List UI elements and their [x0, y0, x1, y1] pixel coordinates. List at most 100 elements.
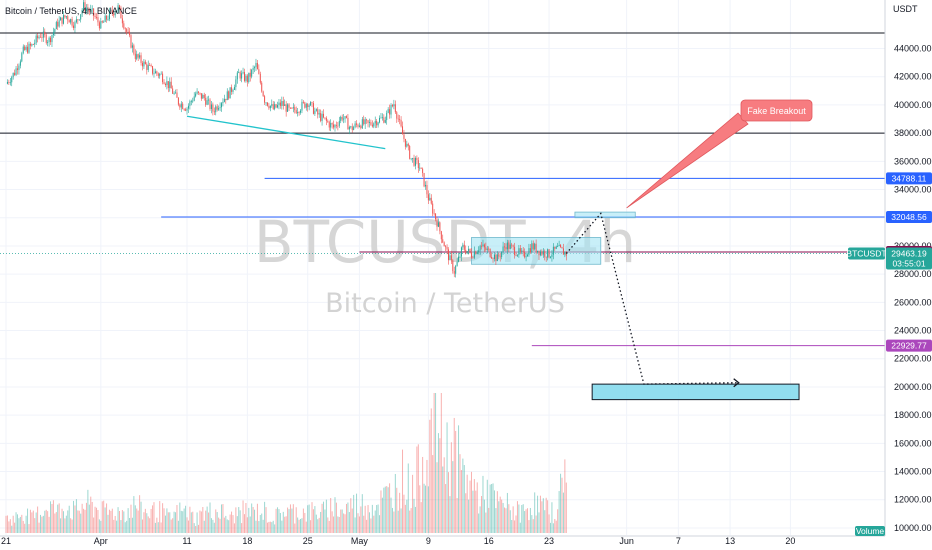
- candle-body: [314, 110, 316, 114]
- time-axis[interactable]: 21 Apr 11 18 25 May 9 16 23 Jun 7 13 20: [0, 535, 885, 546]
- candle-body: [137, 54, 139, 58]
- volume-bar: [219, 518, 221, 533]
- candle-body: [160, 73, 162, 75]
- volume-bar: [420, 502, 422, 533]
- candle-body: [143, 61, 145, 67]
- volume-bar: [189, 506, 191, 533]
- volume-bar: [177, 520, 179, 533]
- candle-body: [238, 72, 240, 74]
- volume-bar: [492, 483, 494, 533]
- candle-body: [259, 73, 261, 83]
- candle-body: [338, 120, 340, 126]
- volume-bar: [302, 508, 304, 533]
- candle-body: [193, 96, 195, 101]
- volume-bar: [358, 516, 360, 533]
- volume-bar: [399, 492, 401, 533]
- volume-bar: [209, 502, 211, 533]
- candle-body: [458, 256, 460, 262]
- volume-bar: [514, 520, 516, 533]
- candle-body: [416, 158, 418, 161]
- drawings[interactable]: Fake Breakout: [186, 99, 813, 388]
- volume-bar: [459, 454, 461, 533]
- candle-body: [439, 222, 441, 232]
- volume-bar: [223, 517, 225, 533]
- candle-body: [228, 91, 230, 99]
- price-axis[interactable]: USDT 10000.00 12000.00 14000.00 16000.00 180…: [884, 0, 932, 536]
- volume-bar: [315, 514, 317, 533]
- volume-bar: [413, 498, 415, 533]
- candle-body: [279, 102, 281, 106]
- candle-body: [213, 111, 215, 113]
- candle-body: [320, 113, 322, 121]
- volume-bar: [256, 503, 258, 533]
- candle-body: [47, 41, 49, 43]
- price-tick-label: 14000.00: [894, 467, 932, 477]
- candle-body: [350, 126, 352, 128]
- candle-body: [501, 251, 503, 257]
- volume-bar: [238, 507, 240, 533]
- candle-body: [307, 104, 309, 108]
- volume-bar: [468, 499, 470, 533]
- candle-body: [130, 35, 132, 48]
- candle-body: [133, 45, 135, 54]
- candle-body: [205, 97, 207, 105]
- candle-body: [275, 104, 277, 108]
- candle-body: [136, 54, 138, 59]
- candle-body: [446, 246, 448, 250]
- candle-body: [61, 17, 63, 24]
- volume-bar: [377, 504, 379, 533]
- volume-bar: [452, 461, 454, 533]
- candle-body: [187, 105, 189, 109]
- candle-body: [91, 8, 93, 10]
- candle-body: [481, 245, 483, 247]
- volume-bar: [231, 511, 233, 533]
- candle-body: [552, 246, 554, 255]
- candle-body: [488, 248, 490, 250]
- candle-body: [396, 112, 398, 119]
- volume-bar: [311, 502, 313, 533]
- candle-body: [560, 244, 562, 248]
- candle-body: [183, 108, 185, 110]
- volume-bar: [277, 507, 279, 533]
- candle-body: [206, 100, 208, 105]
- volume-bar: [389, 483, 391, 533]
- candle-body: [243, 72, 245, 81]
- candle-body: [215, 106, 217, 113]
- candle-body: [564, 251, 566, 255]
- candle-body: [116, 10, 118, 13]
- volume-bar: [509, 510, 511, 533]
- volume-bar: [9, 519, 11, 533]
- volume-bar: [499, 496, 501, 533]
- candle-body: [29, 43, 31, 46]
- volume-bar: [252, 507, 254, 533]
- candle-body: [37, 35, 39, 39]
- candle-body: [506, 242, 508, 250]
- candle-body: [420, 167, 422, 169]
- candle-body: [512, 245, 514, 247]
- volume-bar: [154, 522, 156, 533]
- candle-body: [323, 113, 325, 118]
- level-price-label: 22929.77: [891, 341, 927, 351]
- candle-body: [436, 219, 438, 227]
- candle-body: [343, 118, 345, 120]
- candle-body: [80, 14, 82, 20]
- volume-bar: [463, 465, 465, 533]
- candle-body: [12, 72, 14, 78]
- candle-body: [312, 103, 314, 114]
- candle-body: [199, 92, 201, 94]
- time-tick-label: 7: [676, 536, 681, 546]
- volume-bar: [564, 459, 566, 533]
- volume-bar: [242, 500, 244, 533]
- candle-body: [266, 102, 268, 106]
- volume-bar: [300, 518, 302, 533]
- symbol-tag-label: BTCUSDT: [846, 249, 886, 259]
- volume-bar: [555, 520, 557, 533]
- volume-bar: [182, 511, 184, 533]
- candle-body: [220, 103, 223, 108]
- candle-body: [504, 246, 506, 248]
- volume-bar: [407, 463, 409, 533]
- candle-body: [248, 72, 250, 83]
- candle-body: [400, 119, 402, 127]
- volume-bar: [386, 486, 388, 533]
